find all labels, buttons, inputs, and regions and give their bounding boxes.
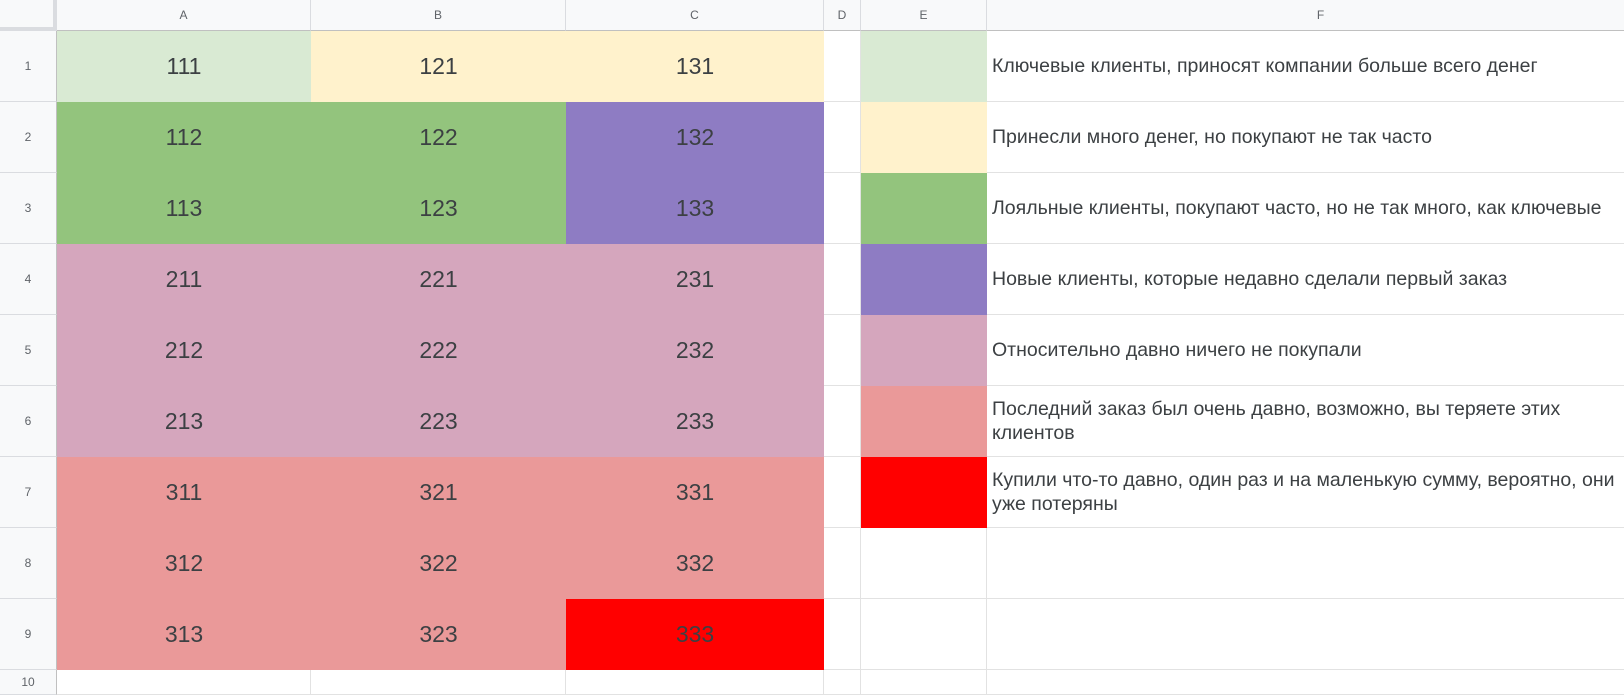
row-header-4[interactable]: 4 (0, 244, 57, 315)
cell-e7[interactable] (861, 457, 987, 528)
cell-b8[interactable]: 322 (311, 528, 566, 599)
column-header-f[interactable]: F (987, 0, 1624, 31)
cell-d10[interactable] (824, 670, 861, 695)
cell-c1[interactable]: 131 (566, 31, 824, 102)
cell-a4[interactable]: 211 (57, 244, 311, 315)
row-header-5[interactable]: 5 (0, 315, 57, 386)
cell-f9[interactable] (987, 599, 1624, 670)
cell-e5[interactable] (861, 315, 987, 386)
cell-d4[interactable] (824, 244, 861, 315)
cell-b2[interactable]: 122 (311, 102, 566, 173)
row-header-3[interactable]: 3 (0, 173, 57, 244)
cell-c5[interactable]: 232 (566, 315, 824, 386)
cell-a10[interactable] (57, 670, 311, 695)
cell-c8[interactable]: 332 (566, 528, 824, 599)
cell-a2[interactable]: 112 (57, 102, 311, 173)
cell-c10[interactable] (566, 670, 824, 695)
cell-d5[interactable] (824, 315, 861, 386)
cell-e2[interactable] (861, 102, 987, 173)
cell-e4[interactable] (861, 244, 987, 315)
column-header-d[interactable]: D (824, 0, 861, 31)
cell-f8[interactable] (987, 528, 1624, 599)
cell-e9[interactable] (861, 599, 987, 670)
row-header-6[interactable]: 6 (0, 386, 57, 457)
cell-b7[interactable]: 321 (311, 457, 566, 528)
cell-f4[interactable]: Новые клиенты, которые недавно сделали п… (987, 244, 1624, 315)
cell-a9[interactable]: 313 (57, 599, 311, 670)
cell-e10[interactable] (861, 670, 987, 695)
cell-e6[interactable] (861, 386, 987, 457)
cell-a8[interactable]: 312 (57, 528, 311, 599)
cell-e1[interactable] (861, 31, 987, 102)
cell-a1[interactable]: 111 (57, 31, 311, 102)
cell-c9[interactable]: 333 (566, 599, 824, 670)
cell-a7[interactable]: 311 (57, 457, 311, 528)
cell-b5[interactable]: 222 (311, 315, 566, 386)
row-header-2[interactable]: 2 (0, 102, 57, 173)
cell-d8[interactable] (824, 528, 861, 599)
cell-d9[interactable] (824, 599, 861, 670)
cell-f2[interactable]: Принесли много денег, но покупают не так… (987, 102, 1624, 173)
cell-f3[interactable]: Лояльные клиенты, покупают часто, но не … (987, 173, 1624, 244)
cell-f5[interactable]: Относительно давно ничего не покупали (987, 315, 1624, 386)
cell-d1[interactable] (824, 31, 861, 102)
column-header-b[interactable]: B (311, 0, 566, 31)
row-header-8[interactable]: 8 (0, 528, 57, 599)
cell-c7[interactable]: 331 (566, 457, 824, 528)
cell-c6[interactable]: 233 (566, 386, 824, 457)
row-header-9[interactable]: 9 (0, 599, 57, 670)
cell-a6[interactable]: 213 (57, 386, 311, 457)
cell-d7[interactable] (824, 457, 861, 528)
cell-b4[interactable]: 221 (311, 244, 566, 315)
row-header-7[interactable]: 7 (0, 457, 57, 528)
cell-b1[interactable]: 121 (311, 31, 566, 102)
cell-c2[interactable]: 132 (566, 102, 824, 173)
cell-c3[interactable]: 133 (566, 173, 824, 244)
cell-a3[interactable]: 113 (57, 173, 311, 244)
cell-d6[interactable] (824, 386, 861, 457)
cell-d2[interactable] (824, 102, 861, 173)
cell-d3[interactable] (824, 173, 861, 244)
cell-b3[interactable]: 123 (311, 173, 566, 244)
cell-e8[interactable] (861, 528, 987, 599)
cell-b10[interactable] (311, 670, 566, 695)
cell-a5[interactable]: 212 (57, 315, 311, 386)
cell-b9[interactable]: 323 (311, 599, 566, 670)
row-header-1[interactable]: 1 (0, 31, 57, 102)
cell-f6[interactable]: Последний заказ был очень давно, возможн… (987, 386, 1624, 457)
column-header-a[interactable]: A (57, 0, 311, 31)
column-header-e[interactable]: E (861, 0, 987, 31)
cell-f1[interactable]: Ключевые клиенты, приносят компании боль… (987, 31, 1624, 102)
cell-b6[interactable]: 223 (311, 386, 566, 457)
cell-f10[interactable] (987, 670, 1624, 695)
select-all-corner[interactable] (0, 0, 57, 31)
row-header-10[interactable]: 10 (0, 670, 57, 695)
column-header-c[interactable]: C (566, 0, 824, 31)
cell-c4[interactable]: 231 (566, 244, 824, 315)
cell-f7[interactable]: Купили что-то давно, один раз и на мален… (987, 457, 1624, 528)
cell-e3[interactable] (861, 173, 987, 244)
